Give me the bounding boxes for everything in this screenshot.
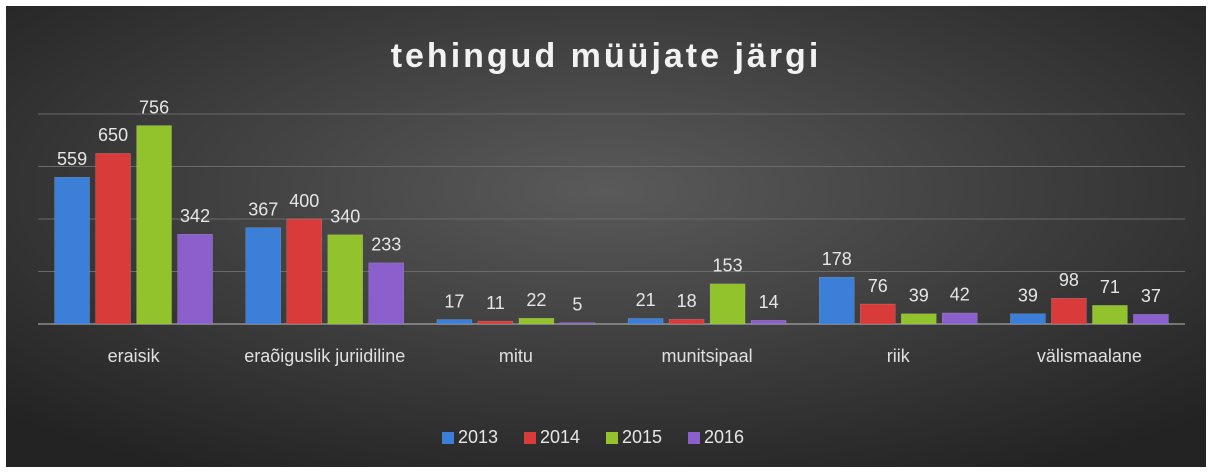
bar <box>901 313 937 325</box>
bar <box>559 322 596 325</box>
bar <box>95 153 131 325</box>
bar <box>286 218 322 325</box>
bar <box>436 319 473 325</box>
data-label: 340 <box>330 207 360 227</box>
x-tick-label: eraisik <box>107 346 160 366</box>
bar <box>136 125 172 325</box>
data-label: 559 <box>57 149 87 169</box>
legend-label: 2015 <box>622 427 662 447</box>
data-label: 76 <box>868 276 888 296</box>
data-label: 5 <box>572 294 582 314</box>
data-label: 71 <box>1100 277 1120 297</box>
legend-swatch <box>688 432 700 444</box>
bar <box>177 233 213 325</box>
legend-label: 2016 <box>704 427 744 447</box>
bar <box>819 277 855 325</box>
data-label: 342 <box>180 206 210 226</box>
bar <box>1010 313 1046 325</box>
data-label: 17 <box>444 291 464 311</box>
data-label: 22 <box>526 290 546 310</box>
data-label: 153 <box>713 256 743 276</box>
data-label: 98 <box>1059 270 1079 290</box>
x-tick-label: riik <box>886 346 910 366</box>
bar <box>860 303 896 325</box>
legend-swatch <box>524 432 536 444</box>
data-label: 18 <box>677 291 697 311</box>
data-label: 650 <box>98 125 128 145</box>
bar <box>518 317 555 325</box>
data-label: 39 <box>1018 286 1038 306</box>
data-label: 367 <box>248 199 278 219</box>
bar <box>627 318 664 325</box>
bar <box>942 312 978 325</box>
bar <box>668 319 705 325</box>
bar <box>245 227 281 325</box>
bar <box>1092 305 1128 325</box>
data-label: 756 <box>139 97 169 117</box>
chart-title: tehingud müüjate järgi <box>391 37 822 75</box>
data-label: 21 <box>636 290 656 310</box>
legend-swatch <box>606 432 618 444</box>
x-tick-label: eraõiguslik juriidiline <box>244 346 406 366</box>
x-tick-label: munitsipaal <box>661 346 753 366</box>
data-label: 178 <box>822 249 852 269</box>
data-label: 37 <box>1141 286 1161 306</box>
data-label: 11 <box>486 293 505 313</box>
legend-label: 2014 <box>540 427 580 447</box>
data-label: 42 <box>950 285 970 305</box>
data-label: 14 <box>759 292 779 312</box>
bar <box>477 320 514 325</box>
bar <box>54 177 90 325</box>
bar <box>750 320 787 325</box>
data-label: 400 <box>289 191 319 211</box>
bar <box>368 262 404 325</box>
bar <box>327 234 363 325</box>
legend-label: 2013 <box>458 427 498 447</box>
x-tick-label: mitu <box>498 346 533 366</box>
data-label: 39 <box>909 286 929 306</box>
data-label: 233 <box>371 235 401 255</box>
bar <box>709 283 746 325</box>
legend-swatch <box>442 432 454 444</box>
bar <box>1051 298 1087 325</box>
x-tick-label: välismaalane <box>1036 346 1142 366</box>
bar <box>1133 314 1169 325</box>
